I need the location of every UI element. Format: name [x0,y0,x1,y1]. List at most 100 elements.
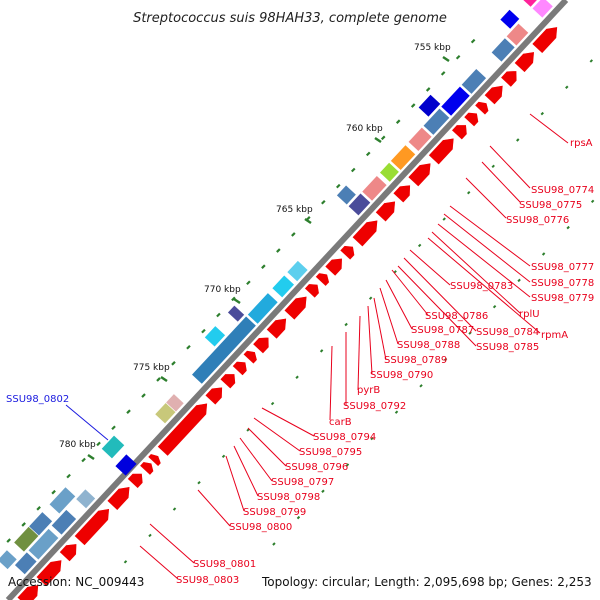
gene-feature-reverse-outer[interactable] [499,8,521,30]
gene-feature-reverse[interactable] [246,292,279,325]
gene-label-ssu98-0789[interactable]: SSU98_0789 [384,355,447,366]
gene-label-ssu98-0774[interactable]: SSU98_0774 [531,185,594,196]
gene-label-pyrB[interactable]: pyrB [357,385,380,396]
gene-feature-forward[interactable] [324,253,348,277]
gene-feature-reverse[interactable] [440,85,471,117]
gene-feature-forward[interactable] [451,120,472,141]
gene-label-ssu98-0786[interactable]: SSU98_0786 [425,311,488,322]
gene-label-rpsA[interactable]: rpsA [570,138,593,149]
gene-label-ssu98-0778[interactable]: SSU98_0778 [531,278,594,289]
gene-feature-reverse-outer[interactable] [227,304,246,323]
gene-feature-forward[interactable] [513,47,539,73]
gene-feature-reverse[interactable] [50,509,77,536]
gene-feature-reverse[interactable] [361,175,388,202]
gene-feature-forward[interactable] [219,369,240,390]
gene-label-ssu98-0784[interactable]: SSU98_0784 [476,327,539,338]
gene-feature-ssu98-0802[interactable] [101,435,125,459]
gene-feature-reverse[interactable] [490,37,516,63]
gene-label-ssu98-0777[interactable]: SSU98_0777 [531,262,594,273]
gene-label-ssu98-0775[interactable]: SSU98_0775 [519,200,582,211]
gene-feature-forward[interactable] [483,81,508,106]
gene-feature-forward[interactable] [73,504,114,546]
gene-label-rpmA[interactable]: rpmA [541,330,568,341]
gene-feature-reverse-outer[interactable] [203,325,226,348]
gene-label-ssu98-0776[interactable]: SSU98_0776 [506,215,569,226]
gene-label-rplU[interactable]: rplU [519,309,540,320]
gene-feature-forward[interactable] [428,133,459,166]
gene-feature-forward[interactable] [16,580,44,600]
gene-feature-reverse[interactable] [407,126,433,152]
gene-feature-forward[interactable] [304,280,322,299]
gene-feature-forward[interactable] [127,469,147,489]
gene-label-ssu98-0802[interactable]: SSU98_0802 [6,394,69,405]
gene-label-ssu98-0795[interactable]: SSU98_0795 [299,447,362,458]
gene-feature-forward[interactable] [351,215,383,248]
gene-feature-forward[interactable] [392,180,416,204]
grid-dot [96,441,101,447]
gene-feature-forward[interactable] [147,451,164,467]
gene-feature-reverse[interactable] [460,68,487,95]
leader-line [149,523,195,564]
gene-feature-forward[interactable] [474,98,492,116]
gene-feature-reverse-outer[interactable] [28,511,53,537]
grid-dot [36,506,41,511]
gene-feature-reverse[interactable] [531,0,554,19]
grid-dot [517,278,521,283]
gene-feature-reverse[interactable] [14,551,38,576]
gene-feature-forward[interactable] [204,382,228,406]
gene-feature-forward[interactable] [531,22,563,54]
gene-feature-reverse[interactable] [75,488,97,510]
gene-label-ssu98-0800[interactable]: SSU98_0800 [229,522,292,533]
gene-label-ssu98-0801[interactable]: SSU98_0801 [193,559,256,570]
gene-feature-reverse[interactable] [165,393,185,413]
gene-label-ssu98-0792[interactable]: SSU98_0792 [343,401,406,412]
gene-feature-ssu98-0802b[interactable] [115,454,137,476]
gene-label-ssu98-0785[interactable]: SSU98_0785 [476,342,539,353]
gene-feature-reverse[interactable] [27,528,60,561]
gene-feature-forward[interactable] [252,332,274,355]
gene-feature-forward[interactable] [407,158,436,188]
gene-feature-reverse[interactable] [271,274,295,299]
gene-feature-reverse[interactable] [505,22,530,47]
gene-feature-forward[interactable] [106,482,135,511]
gene-feature-forward[interactable] [35,555,67,588]
gene-label-ssu98-0794[interactable]: SSU98_0794 [313,432,376,443]
gene-feature-forward[interactable] [463,108,482,128]
gene-feature-reverse[interactable] [286,260,309,283]
gene-feature-forward[interactable] [231,357,250,377]
gene-feature-reverse-outer[interactable] [519,0,548,8]
gene-label-ssu98-0799[interactable]: SSU98_0799 [243,507,306,518]
leader-line [329,345,333,421]
gene-feature-forward[interactable] [339,242,358,261]
gene-feature-reverse-outer[interactable] [0,549,18,571]
gene-feature-reverse[interactable] [347,192,372,217]
gene-feature-forward[interactable] [283,291,312,321]
gene-feature-forward[interactable] [139,458,157,476]
gene-feature-reverse[interactable] [422,107,451,136]
gene-label-ssu98-0796[interactable]: SSU98_0796 [285,462,348,473]
gene-feature-reverse-outer[interactable] [336,184,357,206]
gene-feature-forward[interactable] [500,66,522,88]
grid-dot [442,217,446,221]
gene-label-ssu98-0779[interactable]: SSU98_0779 [531,293,594,304]
kbp-labels: 755 kbp 760 kbp 765 kbp 770 kbp 775 kbp … [59,43,451,450]
gene-feature-forward[interactable] [58,539,82,563]
gene-label-carB[interactable]: carB [329,417,352,428]
gene-label-ssu98-0798[interactable]: SSU98_0798 [257,492,320,503]
gene-label-ssu98-0797[interactable]: SSU98_0797 [271,477,334,488]
gene-feature-forward[interactable] [242,347,260,365]
gene-feature-forward[interactable] [265,313,291,340]
gene-label-ssu98-0787[interactable]: SSU98_0787 [411,325,474,336]
gene-label-ssu98-0803[interactable]: SSU98_0803 [176,575,239,586]
gene-feature-forward[interactable] [156,398,212,457]
gene-feature-reverse-outer[interactable] [417,93,442,118]
gene-label-ssu98-0783[interactable]: SSU98_0783 [450,281,513,292]
gene-label-ssu98-0790[interactable]: SSU98_0790 [370,370,433,381]
gene-feature-reverse[interactable] [390,144,417,171]
gene-feature-reverse[interactable] [191,315,257,385]
gene-feature-reverse-outer[interactable] [48,486,77,515]
gene-feature-forward[interactable] [314,269,332,287]
gene-feature-forward[interactable] [374,196,400,223]
gene-label-ssu98-0788[interactable]: SSU98_0788 [397,340,460,351]
gene-feature-reverse[interactable] [379,161,400,183]
